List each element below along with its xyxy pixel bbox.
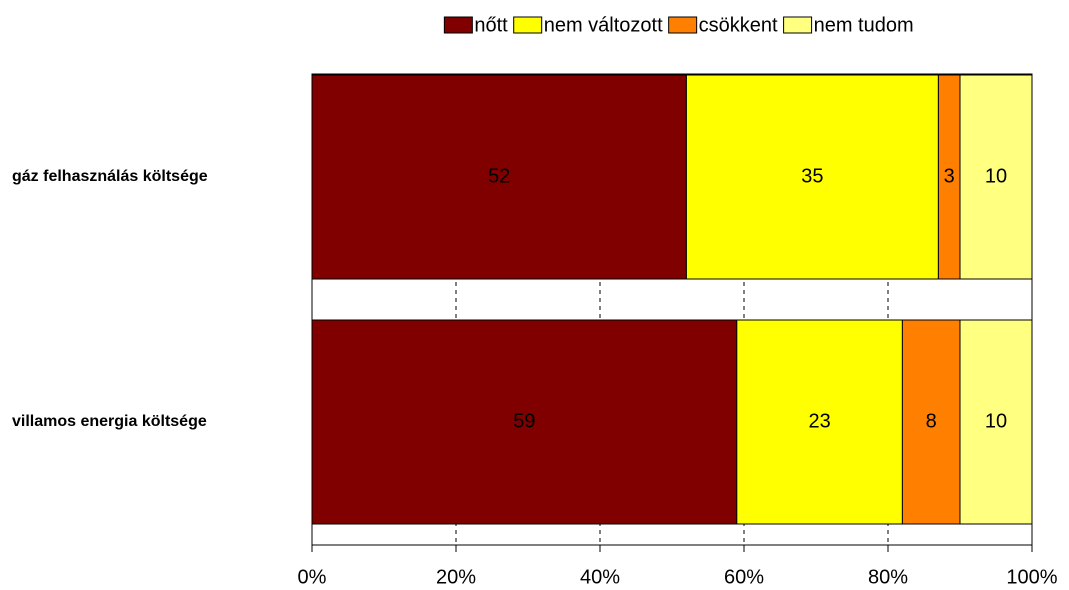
x-tick-label: 80% <box>868 566 908 588</box>
x-tick-label: 100% <box>1006 566 1057 588</box>
bar-segment <box>311 74 687 280</box>
legend-swatch <box>513 16 543 34</box>
data-label: 59 <box>513 410 535 432</box>
x-tick-label: 0% <box>298 566 327 588</box>
bar-segment <box>901 319 961 525</box>
category-label: villamos energia költsége <box>12 413 207 430</box>
x-tick-label: 20% <box>436 566 476 588</box>
data-label: 35 <box>801 165 823 187</box>
category-label: gáz felhasználás költsége <box>12 168 208 185</box>
legend-swatch <box>668 16 698 34</box>
x-tick-label: 60% <box>724 566 764 588</box>
legend-swatch <box>443 16 473 34</box>
bar-segment <box>959 319 1033 525</box>
legend-label: nőtt <box>474 14 508 36</box>
legend-label: csökkent <box>699 14 778 36</box>
data-label: 10 <box>985 165 1007 187</box>
data-label: 3 <box>944 165 955 187</box>
bar-segment <box>685 74 939 280</box>
bar-segment <box>959 74 1033 280</box>
data-label: 52 <box>488 165 510 187</box>
bar-segment <box>311 319 738 525</box>
legend-swatch <box>783 16 813 34</box>
data-label: 8 <box>926 410 937 432</box>
bar-segment <box>736 319 903 525</box>
data-label: 10 <box>985 410 1007 432</box>
legend-label: nem változott <box>544 14 663 36</box>
legend-label: nem tudom <box>814 14 914 36</box>
data-label: 23 <box>808 410 830 432</box>
x-tick-label: 40% <box>580 566 620 588</box>
